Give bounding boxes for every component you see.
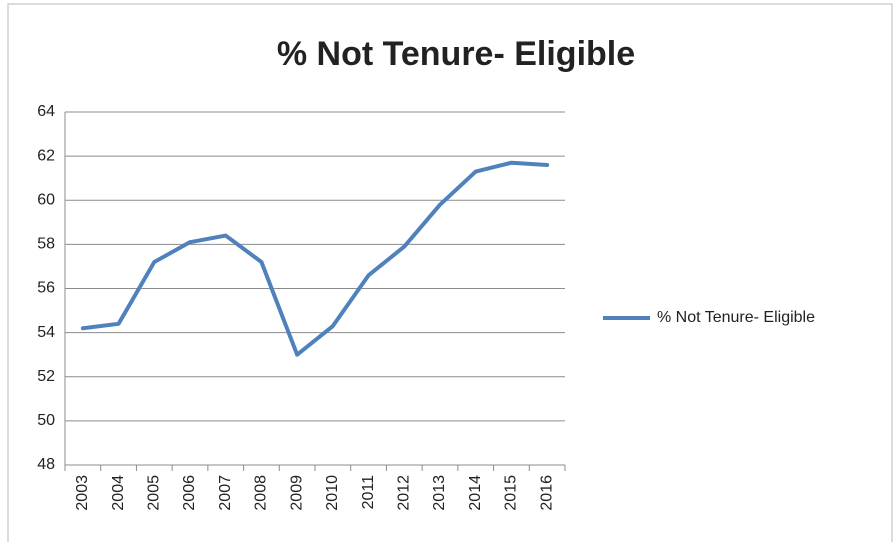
x-tick-label: 2007: [217, 475, 234, 511]
y-tick-label: 60: [37, 191, 55, 208]
x-tick-label: 2004: [110, 475, 127, 511]
y-tick-label: 64: [37, 103, 55, 120]
legend-label: % Not Tenure- Eligible: [657, 309, 815, 326]
data-line: [80, 160, 550, 357]
x-tick-label: 2006: [181, 475, 198, 511]
y-tick-label: 58: [37, 236, 55, 253]
x-tick-label: 2005: [146, 475, 163, 511]
x-tick-label: 2010: [324, 475, 341, 511]
y-tick-label: 48: [37, 456, 55, 473]
y-tick-label: 54: [37, 324, 55, 341]
y-tick-label: 52: [37, 368, 55, 385]
x-tick-label: 2011: [360, 475, 377, 510]
y-tick-label: 50: [37, 412, 55, 429]
y-tick-label: 62: [37, 147, 55, 164]
x-tick-label: 2012: [396, 475, 413, 511]
chart-title: % Not Tenure- Eligible: [277, 35, 635, 73]
x-tick-label: 2015: [503, 475, 520, 511]
x-tick-label: 2016: [538, 475, 555, 511]
x-tick-label: 2008: [253, 475, 270, 511]
x-tick-label: 2013: [431, 475, 448, 511]
y-tick-label: 56: [37, 280, 55, 297]
x-tick-label: 2014: [467, 475, 484, 511]
x-tick-label: 2003: [74, 475, 91, 511]
chart-frame: [7, 3, 893, 542]
x-tick-label: 2009: [288, 475, 305, 511]
